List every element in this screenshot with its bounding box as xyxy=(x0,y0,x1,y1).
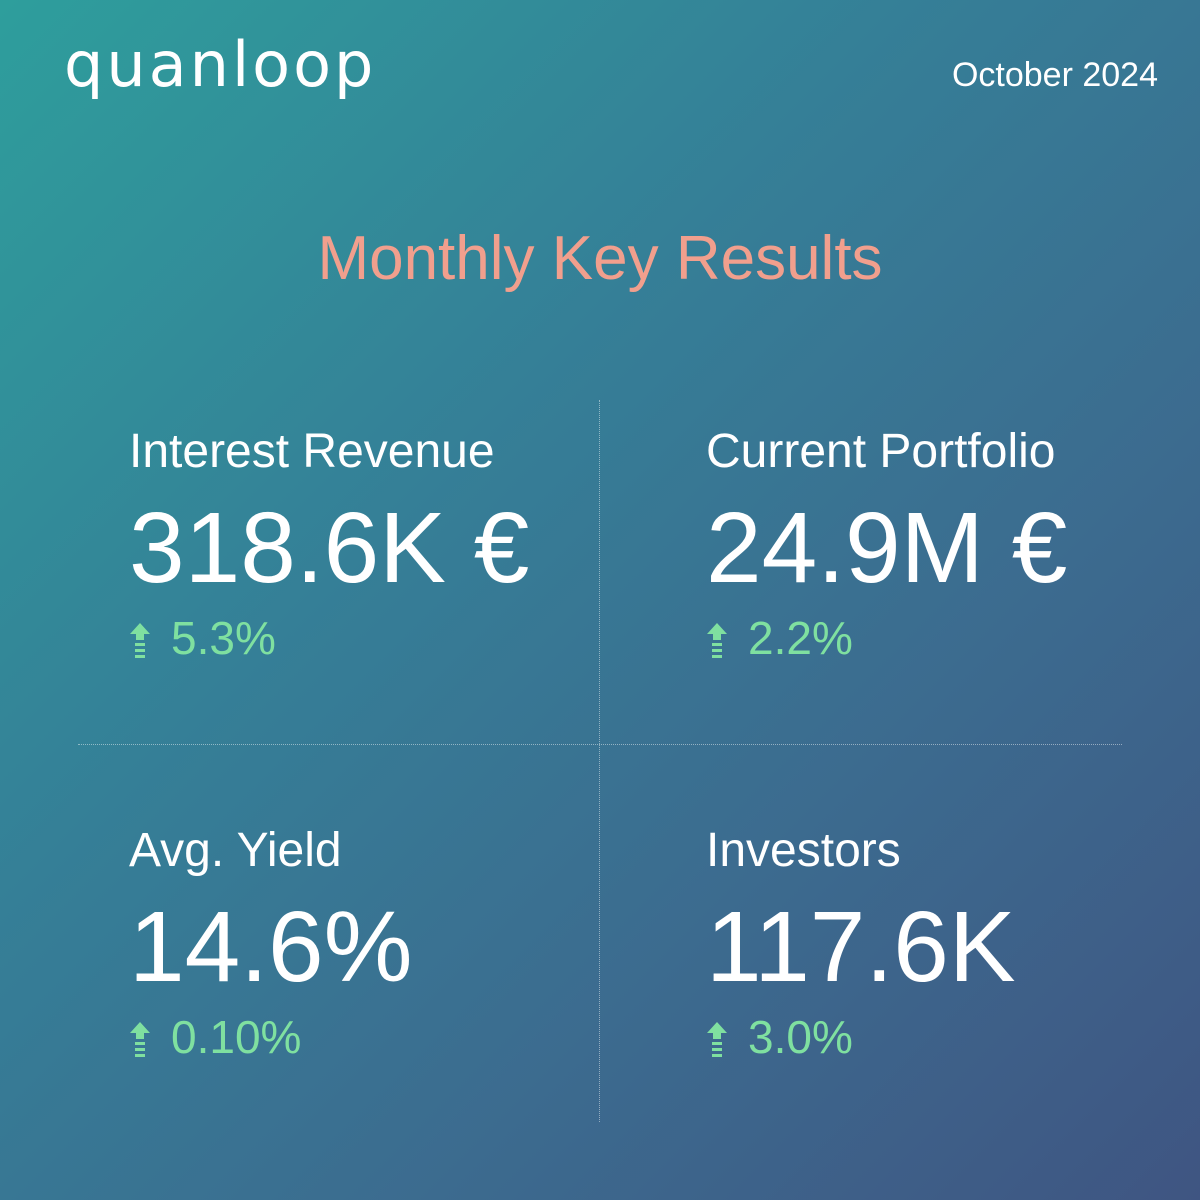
metric-label: Current Portfolio xyxy=(706,425,1056,478)
metric-label: Investors xyxy=(706,824,901,877)
metric-label: Interest Revenue xyxy=(129,425,495,478)
metric-value: 117.6K xyxy=(706,891,1016,1003)
metric-change: 0.10% xyxy=(129,1012,301,1062)
metric-value: 14.6% xyxy=(129,891,413,1003)
vertical-divider xyxy=(599,400,600,1122)
page-title: Monthly Key Results xyxy=(317,224,883,293)
metric-label: Avg. Yield xyxy=(129,824,342,877)
metric-value: 318.6K € xyxy=(129,492,530,604)
change-value: 3.0% xyxy=(748,1011,853,1063)
change-value: 0.10% xyxy=(171,1011,302,1063)
quanloop-logo: quanloop xyxy=(64,28,377,101)
metric-change: 5.3% xyxy=(129,613,276,663)
report-date: October 2024 xyxy=(951,56,1158,94)
up-arrow-icon xyxy=(707,1022,727,1057)
up-arrow-icon xyxy=(130,623,150,658)
up-arrow-icon xyxy=(707,623,727,658)
metric-change: 2.2% xyxy=(706,613,853,663)
horizontal-divider xyxy=(78,744,1122,745)
change-value: 2.2% xyxy=(748,612,853,664)
metric-change: 3.0% xyxy=(706,1012,853,1062)
up-arrow-icon xyxy=(130,1022,150,1057)
metric-value: 24.9M € xyxy=(706,492,1068,604)
change-value: 5.3% xyxy=(171,612,276,664)
